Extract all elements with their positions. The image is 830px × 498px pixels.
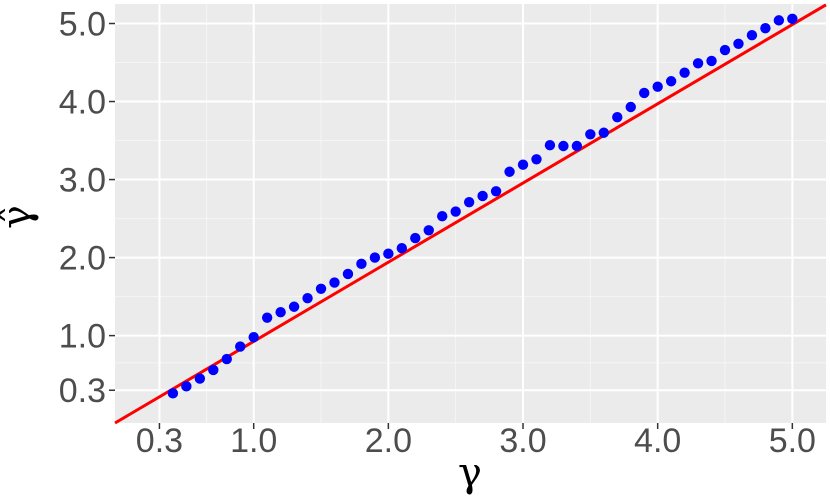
data-point xyxy=(261,312,273,323)
data-point xyxy=(773,15,785,26)
data-point xyxy=(221,353,232,365)
data-point xyxy=(504,166,515,177)
data-point xyxy=(208,364,219,376)
data-point xyxy=(302,292,313,304)
data-point xyxy=(733,38,744,49)
data-points xyxy=(167,13,798,399)
data-point xyxy=(625,101,636,113)
y-tick-label: 0.3 xyxy=(59,372,106,410)
data-point xyxy=(167,388,179,399)
y-tick-label: 5.0 xyxy=(59,6,106,44)
data-point xyxy=(585,129,596,140)
data-point xyxy=(248,331,259,343)
data-point xyxy=(410,232,421,244)
data-point xyxy=(423,225,434,236)
y-tick-label: 4.0 xyxy=(59,84,106,122)
y-tick-label: 3.0 xyxy=(59,162,106,200)
data-point xyxy=(787,13,798,25)
data-point xyxy=(356,258,367,270)
data-point xyxy=(665,76,677,87)
data-point xyxy=(369,252,381,263)
data-point xyxy=(490,186,502,197)
data-point xyxy=(706,55,717,67)
x-tick-label: 5.0 xyxy=(769,422,816,460)
data-point xyxy=(760,22,771,34)
data-point xyxy=(329,277,340,288)
major-gridlines xyxy=(115,4,826,423)
x-tick-label: 1.0 xyxy=(230,422,277,460)
data-point xyxy=(383,248,394,259)
data-point xyxy=(639,87,650,99)
x-tick-label: 4.0 xyxy=(634,422,681,460)
data-point xyxy=(719,44,731,56)
data-point xyxy=(194,373,206,384)
y-axis-ticks: 0.3 1.0 2.0 3.0 4.0 5.0 xyxy=(59,6,115,410)
data-point xyxy=(612,111,623,123)
data-point xyxy=(181,381,192,392)
data-point xyxy=(692,58,704,69)
data-point xyxy=(746,30,758,41)
data-point xyxy=(558,140,569,152)
x-axis-title: γ xyxy=(458,450,482,496)
data-point xyxy=(396,243,408,254)
data-point xyxy=(598,127,610,138)
data-point xyxy=(450,206,461,217)
x-tick-label: 0.3 xyxy=(136,422,183,460)
data-point xyxy=(235,341,246,352)
y-tick-label: 1.0 xyxy=(59,318,106,356)
y-axis-title: γ̂ xyxy=(0,205,40,229)
data-point xyxy=(517,159,529,170)
x-tick-label: 2.0 xyxy=(365,422,412,460)
data-point xyxy=(288,301,300,312)
data-point xyxy=(342,268,354,280)
data-point xyxy=(544,140,556,151)
data-point xyxy=(477,190,488,202)
data-point xyxy=(652,81,663,92)
x-axis-ticks: 0.3 1.0 2.0 3.0 4.0 5.0 xyxy=(136,422,816,460)
data-point xyxy=(463,196,475,208)
data-point xyxy=(315,283,327,294)
x-tick-label: 3.0 xyxy=(499,422,546,460)
data-point xyxy=(531,154,542,165)
y-tick-label: 2.0 xyxy=(59,240,106,278)
data-point xyxy=(679,67,690,78)
data-point xyxy=(437,211,448,222)
data-point xyxy=(275,307,286,318)
data-point xyxy=(571,140,583,152)
fit-line xyxy=(114,3,827,425)
reference-line xyxy=(114,3,827,425)
